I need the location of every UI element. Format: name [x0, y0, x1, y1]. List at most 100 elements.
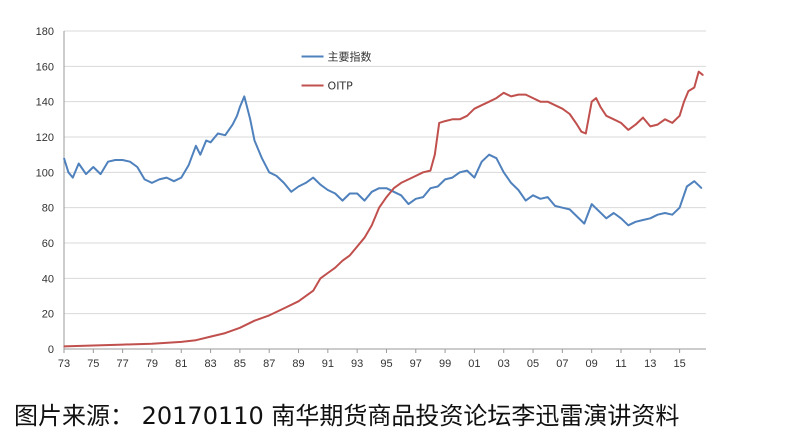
data-point	[334, 192, 336, 195]
data-point	[341, 200, 344, 202]
data-point	[327, 272, 329, 274]
data-point	[243, 95, 245, 97]
data-point	[67, 171, 69, 173]
data-point	[547, 196, 549, 198]
data-point	[591, 203, 593, 205]
data-point	[209, 336, 212, 338]
data-point	[180, 177, 182, 179]
data-point	[312, 177, 314, 179]
data-point	[297, 300, 300, 302]
y-tick-label: 180	[36, 26, 54, 38]
x-tick-label: 13	[644, 358, 656, 370]
data-point	[253, 320, 256, 322]
gridlines	[64, 30, 706, 350]
data-point	[481, 104, 483, 106]
y-tick-label: 60	[42, 238, 54, 250]
x-tick-label: 01	[468, 358, 480, 370]
data-point	[349, 254, 351, 256]
data-point	[503, 92, 505, 94]
y-tick-label: 0	[48, 344, 54, 356]
data-point	[576, 215, 578, 218]
x-tick-label: 75	[87, 358, 99, 370]
data-point	[481, 161, 483, 163]
y-tick-label: 140	[36, 97, 54, 109]
data-point	[92, 166, 94, 168]
x-tick-label: 87	[263, 358, 275, 370]
data-point	[268, 171, 270, 173]
data-point	[657, 124, 659, 126]
data-point	[319, 277, 322, 279]
data-point	[249, 118, 251, 120]
x-tick-label: 97	[410, 358, 422, 370]
data-point	[686, 185, 688, 188]
data-point	[595, 97, 597, 99]
data-point	[510, 182, 512, 184]
data-point	[657, 214, 659, 216]
chart-background	[0, 0, 786, 390]
data-point	[671, 122, 673, 124]
data-point	[599, 106, 602, 108]
data-point	[554, 104, 556, 106]
data-point	[173, 180, 175, 182]
data-point	[438, 122, 440, 124]
data-point	[217, 132, 219, 135]
data-point	[356, 245, 358, 248]
data-point	[393, 187, 395, 189]
data-point	[532, 97, 534, 99]
data-point	[129, 161, 131, 163]
data-point	[613, 118, 615, 120]
data-point	[613, 212, 615, 214]
data-point	[151, 343, 153, 345]
data-point	[642, 219, 644, 221]
data-point	[349, 192, 351, 195]
data-point	[393, 191, 395, 193]
data-point	[63, 157, 65, 159]
data-point	[503, 171, 505, 173]
data-point	[114, 159, 116, 161]
data-point	[187, 164, 190, 166]
data-point	[166, 177, 168, 179]
data-point	[466, 169, 468, 172]
data-point	[495, 97, 497, 99]
data-point	[231, 124, 234, 126]
data-point	[400, 194, 402, 196]
data-point	[693, 86, 695, 89]
data-point	[297, 185, 300, 188]
data-point	[561, 207, 563, 209]
data-point	[583, 222, 585, 225]
data-point	[195, 145, 197, 147]
data-point	[92, 344, 94, 347]
data-point	[547, 101, 549, 103]
data-point	[239, 327, 241, 329]
data-point	[72, 177, 74, 179]
data-point	[642, 116, 644, 119]
data-point	[236, 115, 238, 117]
data-point	[429, 169, 432, 172]
data-point	[451, 177, 454, 179]
data-point	[422, 171, 424, 173]
data-point	[687, 90, 690, 92]
data-point	[334, 267, 336, 269]
data-point	[459, 118, 461, 120]
data-point	[569, 113, 571, 115]
y-tick-label: 20	[42, 309, 54, 321]
data-point	[698, 71, 700, 73]
data-point	[517, 94, 519, 96]
data-point	[561, 108, 563, 110]
x-tick-label: 07	[556, 358, 568, 370]
figure-caption: 图片来源： 20170110 南华期货商品投资论坛李迅雷演讲资料	[14, 402, 680, 430]
data-point	[693, 180, 695, 182]
data-point	[539, 198, 541, 200]
data-point	[239, 106, 241, 108]
series-line-1	[63, 70, 704, 348]
data-point	[407, 203, 410, 205]
series-line-0	[63, 95, 703, 227]
data-point	[525, 200, 527, 202]
x-tick-label: 99	[439, 358, 451, 370]
data-point	[195, 339, 197, 341]
legend: 主要指数 OITP	[301, 49, 372, 92]
x-tick-label: 81	[175, 358, 187, 370]
data-point	[488, 101, 490, 103]
data-point	[679, 115, 681, 117]
series-lines	[63, 70, 704, 348]
